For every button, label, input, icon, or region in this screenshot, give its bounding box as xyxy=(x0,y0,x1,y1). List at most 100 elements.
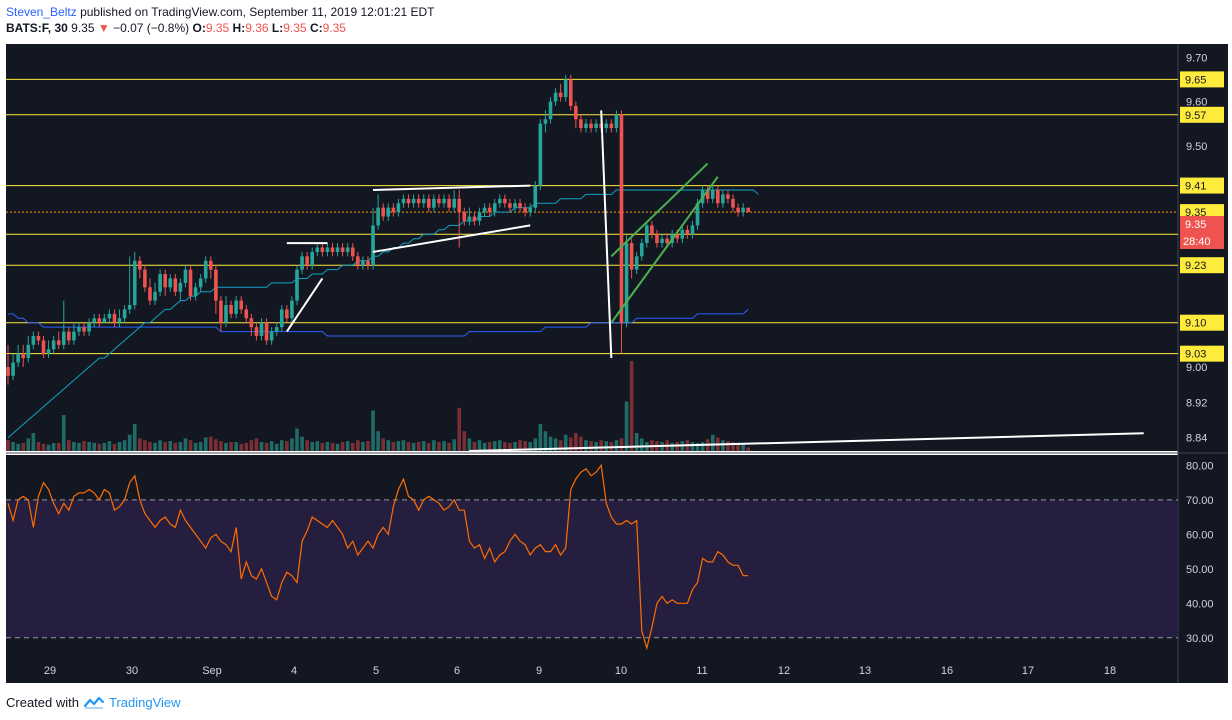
candle xyxy=(21,344,26,367)
close-label: C: xyxy=(309,21,323,35)
candle-body xyxy=(427,198,431,208)
level-tag: 9.65 xyxy=(1180,71,1224,88)
volume-bar xyxy=(107,441,112,451)
volume-bar xyxy=(391,442,396,451)
candle-body xyxy=(376,207,380,226)
candle-body xyxy=(87,322,91,332)
volume-bar xyxy=(229,442,233,451)
candle xyxy=(467,207,472,226)
candle-body xyxy=(214,269,218,301)
candle-body xyxy=(432,198,436,208)
volume-bar xyxy=(447,442,451,451)
candle-body xyxy=(21,353,26,359)
candle xyxy=(574,101,578,129)
candle-body xyxy=(437,198,441,204)
volume-bar xyxy=(188,440,193,451)
candle-body xyxy=(92,318,96,323)
volume-bar xyxy=(462,431,467,451)
volume-bar xyxy=(21,442,26,451)
volume-bar xyxy=(472,442,477,451)
candle-body xyxy=(482,207,487,213)
time-tick-label: 12 xyxy=(778,665,790,677)
candle-body xyxy=(665,238,669,244)
candle-body xyxy=(548,101,553,120)
candle-body xyxy=(97,318,102,323)
candle-body xyxy=(143,269,147,288)
candle-body xyxy=(153,291,157,301)
volume-bar xyxy=(614,440,619,451)
volume-bar xyxy=(579,436,583,451)
candle-body xyxy=(345,247,350,252)
volume-bar xyxy=(122,440,127,451)
candle-body xyxy=(680,229,685,239)
volume-bar xyxy=(568,437,573,451)
candle xyxy=(356,251,360,270)
time-tick-label: 13 xyxy=(859,665,871,677)
volume-bar xyxy=(528,442,533,451)
time-tick-label: 10 xyxy=(615,665,627,677)
volume-bar xyxy=(604,441,609,451)
volume-bar xyxy=(285,441,289,451)
candle-body xyxy=(305,256,309,266)
tradingview-brand[interactable]: TradingView xyxy=(108,695,181,710)
candle xyxy=(330,243,335,257)
candle-body xyxy=(594,123,598,129)
candle xyxy=(224,296,228,328)
candle-body xyxy=(533,185,538,208)
volume-bar xyxy=(249,440,254,451)
volume-bar xyxy=(259,442,264,451)
volume-bar xyxy=(209,436,213,451)
volume-bar xyxy=(690,442,695,451)
candle xyxy=(82,322,86,336)
author-link[interactable]: Steven_Beltz xyxy=(6,5,77,19)
candle xyxy=(92,313,96,328)
volume-bar xyxy=(376,431,380,451)
candle xyxy=(716,185,720,208)
candle-body xyxy=(619,114,624,323)
candle xyxy=(259,318,264,341)
volume-bar xyxy=(361,442,365,451)
candle xyxy=(604,119,609,133)
last-price: 9.35 xyxy=(71,21,95,35)
volume-bar xyxy=(300,436,304,451)
candle xyxy=(264,318,269,345)
ema-fast-line xyxy=(7,189,759,439)
volume-bar xyxy=(26,438,31,451)
volume-bar xyxy=(112,443,117,451)
volume-bar xyxy=(11,442,15,451)
volume-bar xyxy=(203,437,208,451)
volume-bar xyxy=(457,407,462,451)
volume-bar xyxy=(533,438,538,451)
rsi-band xyxy=(6,499,1178,638)
candle-body xyxy=(285,309,289,319)
candle-body xyxy=(259,322,264,336)
volume-bar xyxy=(574,433,578,451)
candle xyxy=(290,296,294,323)
tradingview-logo-icon xyxy=(83,696,105,709)
candle xyxy=(376,194,380,230)
volume-bar xyxy=(77,442,81,451)
candle-body xyxy=(731,198,735,208)
time-tick-label: 11 xyxy=(696,665,707,677)
candle-body xyxy=(310,251,314,266)
candle xyxy=(153,282,157,306)
candle xyxy=(680,225,685,244)
candle-body xyxy=(721,194,725,204)
price-tick-label: 8.92 xyxy=(1186,397,1207,409)
volume-bar xyxy=(41,443,46,451)
candle-body xyxy=(492,203,497,213)
volume-bar xyxy=(148,442,152,451)
volume-bar xyxy=(553,438,558,451)
candle xyxy=(427,194,431,213)
candle-body xyxy=(26,344,31,359)
candle xyxy=(122,305,127,323)
candle xyxy=(396,198,401,217)
volume-bar xyxy=(274,443,279,451)
candle-body xyxy=(604,123,609,129)
time-tick-label: 17 xyxy=(1022,665,1034,677)
candle-body xyxy=(716,189,720,204)
trendline-drop-line xyxy=(600,110,613,359)
volume-bar xyxy=(416,442,421,451)
candle-body xyxy=(193,287,198,297)
